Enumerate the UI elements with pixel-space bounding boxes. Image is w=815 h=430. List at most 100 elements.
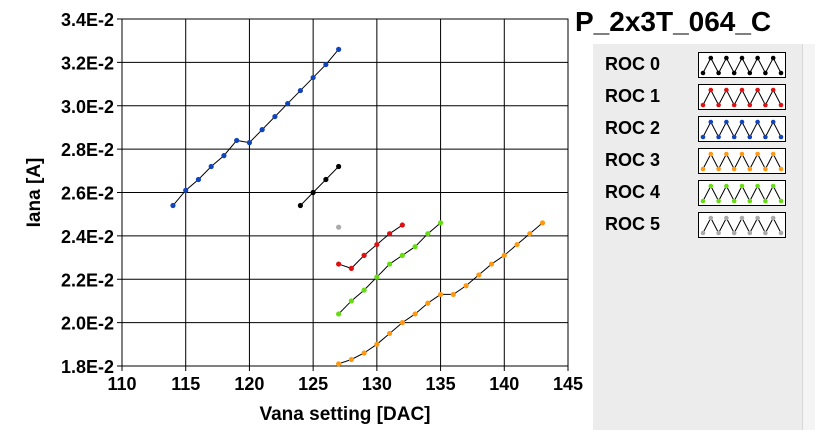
y-axis-label: Iana [A] — [24, 158, 45, 228]
grid-lines — [121, 18, 569, 367]
legend-label: ROC 4 — [605, 182, 661, 202]
data-point — [437, 291, 444, 298]
legend-panel: ROC 0 ROC 1 ROC 2 ROC 3 ROC 4 ROC 5 — [593, 44, 815, 430]
legend-label: ROC 0 — [605, 54, 661, 74]
data-point — [297, 202, 303, 209]
legend-item: ROC 2 — [593, 114, 798, 142]
plot-area: 110 115 120 125 130 135 140 145 1.8E-2 2.0E-2 2.2E… — [24, 10, 583, 425]
legend-item: ROC 4 — [593, 178, 798, 206]
x-tick-label: 135 — [426, 374, 456, 394]
legend-swatch — [698, 212, 786, 238]
legend-swatch — [698, 84, 786, 110]
data-point — [387, 231, 393, 237]
legend-item: ROC 1 — [593, 82, 798, 110]
data-point — [183, 187, 189, 193]
x-tick-label: 130 — [362, 374, 392, 394]
legend-swatch — [698, 148, 786, 174]
series-roc-3 — [336, 220, 546, 367]
data-point — [272, 113, 278, 120]
data-point — [387, 330, 393, 337]
legend-item: ROC 0 — [593, 50, 798, 78]
data-point — [336, 311, 342, 317]
x-tick-label: 115 — [171, 374, 200, 394]
data-point — [374, 241, 380, 248]
legend-label: ROC 3 — [605, 150, 661, 170]
data-point — [399, 222, 405, 228]
data-point — [412, 244, 418, 250]
y-tick-label: 3.4E-2 — [61, 10, 114, 30]
x-tick-label: 145 — [553, 374, 583, 394]
legend-item: ROC 5 — [593, 210, 798, 238]
data-point — [234, 137, 240, 144]
data-series — [170, 46, 546, 367]
data-point — [501, 252, 507, 258]
data-point — [412, 311, 418, 317]
y-tick-label: 2.8E-2 — [61, 140, 114, 160]
data-point — [323, 176, 329, 183]
data-point — [336, 46, 342, 52]
series-roc-2 — [170, 46, 342, 209]
series-line — [172, 49, 340, 206]
data-point — [374, 341, 380, 347]
chart-title: P_2x3T_064_C — [575, 6, 772, 37]
data-point — [336, 361, 342, 367]
axis-ticks: 110 115 120 125 130 135 140 145 1.8E-2 2.0E-2 2.2E… — [61, 10, 583, 394]
data-point — [310, 189, 316, 196]
data-point — [336, 261, 342, 267]
data-point — [208, 163, 214, 170]
x-axis-label: Vana setting [DAC] — [259, 404, 430, 425]
series-line — [300, 166, 339, 206]
y-tick-label: 3.0E-2 — [61, 97, 114, 117]
data-point — [348, 356, 354, 363]
series-roc-1 — [336, 222, 405, 272]
data-point — [425, 300, 431, 306]
y-tick-label: 2.6E-2 — [61, 184, 114, 204]
legend-label: ROC 2 — [605, 118, 661, 138]
data-point — [195, 176, 202, 183]
legend-scrollbar[interactable] — [802, 44, 815, 430]
data-point — [336, 224, 342, 230]
data-point — [387, 261, 393, 267]
data-point — [348, 265, 354, 272]
data-point — [361, 350, 367, 356]
x-tick-label: 125 — [298, 374, 328, 394]
data-point — [285, 100, 291, 107]
data-point — [450, 291, 456, 298]
data-point — [259, 127, 265, 133]
legend-swatch — [698, 180, 786, 206]
data-point — [374, 274, 380, 280]
data-point — [437, 220, 444, 226]
data-point — [399, 320, 405, 326]
data-point — [425, 231, 431, 237]
legend-item: ROC 3 — [593, 146, 798, 174]
data-point — [399, 252, 405, 258]
data-point — [463, 283, 469, 289]
series-roc-0 — [297, 163, 342, 209]
data-point — [361, 252, 367, 258]
data-point — [348, 298, 354, 304]
x-tick-label: 110 — [107, 374, 136, 394]
data-point — [310, 74, 316, 81]
data-point — [361, 287, 367, 293]
data-point — [488, 261, 495, 267]
data-point — [539, 220, 546, 226]
y-tick-label: 1.8E-2 — [61, 357, 114, 377]
data-point — [170, 202, 176, 209]
x-tick-label: 120 — [234, 374, 264, 394]
data-point — [527, 231, 533, 237]
data-point — [221, 153, 227, 159]
y-tick-label: 3.2E-2 — [61, 53, 114, 73]
legend-label: ROC 1 — [605, 86, 661, 106]
legend-label: ROC 5 — [605, 214, 661, 234]
x-tick-label: 140 — [489, 374, 519, 394]
data-point — [336, 163, 342, 170]
data-point — [476, 272, 482, 278]
y-tick-label: 2.4E-2 — [61, 227, 114, 247]
data-point — [514, 241, 520, 248]
legend-swatch — [698, 52, 786, 78]
y-tick-label: 2.2E-2 — [61, 270, 114, 290]
series-roc-5 — [336, 224, 342, 230]
legend-swatch — [698, 116, 786, 142]
data-point — [323, 61, 329, 68]
data-point — [246, 140, 253, 146]
